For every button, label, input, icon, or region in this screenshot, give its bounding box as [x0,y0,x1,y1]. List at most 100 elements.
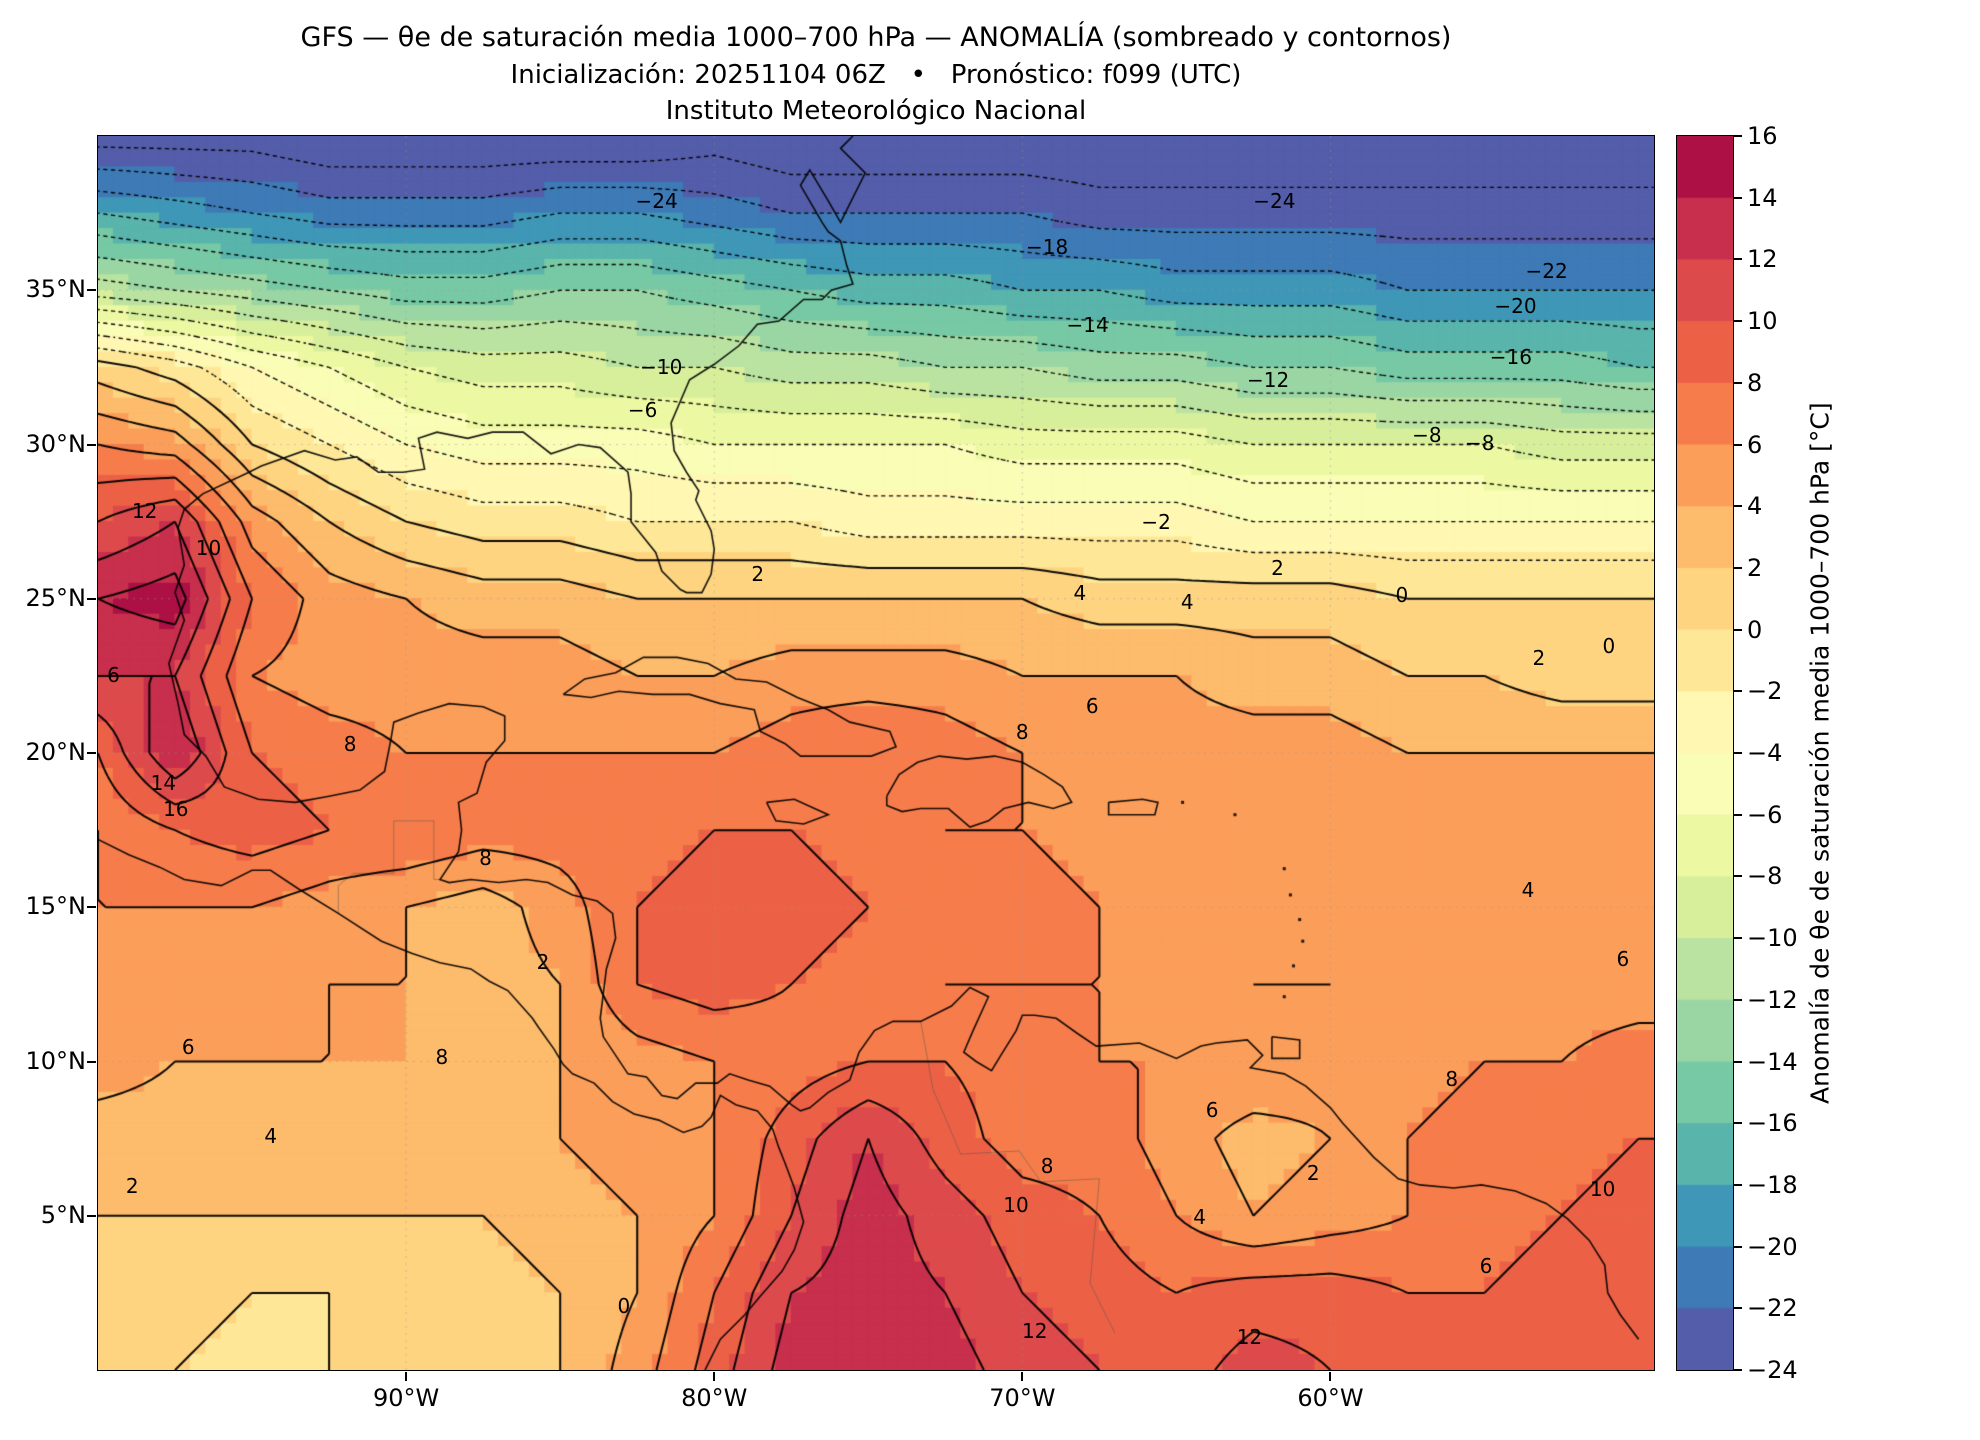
contour-label: 0 [1602,633,1616,658]
colorbar-tick-mark [1733,875,1742,878]
y-tick-mark [87,906,96,909]
contour-label: 6 [181,1034,195,1059]
colorbar-tick-mark [1733,196,1742,199]
y-tick-mark [87,1214,96,1217]
contour-label: 14 [150,770,177,795]
contour-label: −18 [1026,235,1069,260]
y-tick-mark [87,597,96,600]
contour-label: 8 [435,1044,449,1069]
contour-label: 4 [1521,877,1535,902]
contour-label: −12 [1247,368,1290,393]
x-tick-label: 60°W [1297,1384,1364,1412]
contour-label: 2 [1532,645,1546,670]
contour-label: 6 [107,663,120,688]
colorbar-tick-mark [1733,813,1742,816]
colorbar-tick-mark [1733,443,1742,446]
colorbar-tick-label: −24 [1747,1356,1798,1384]
colorbar-tick-label: 6 [1747,430,1763,459]
colorbar-tick-mark [1733,998,1742,1001]
contour-label: −14 [1066,312,1109,337]
contour-label: 4 [1193,1204,1207,1229]
contour-label: 12 [1236,1324,1263,1349]
map-canvas [98,136,1654,1370]
colorbar-tick-label: −18 [1747,1170,1798,1199]
x-tick-label: 70°W [989,1384,1056,1412]
contour-label: 2 [1306,1160,1320,1185]
colorbar-tick-mark [1733,320,1742,323]
colorbar-tick-label: 0 [1747,615,1763,644]
x-tick-mark [713,1372,716,1381]
colorbar-tick-label: 14 [1747,183,1778,212]
colorbar-tick-mark [1733,381,1742,384]
colorbar-tick-mark [1733,752,1742,754]
contour-label: 12 [1021,1318,1048,1343]
colorbar-tick-mark [1733,937,1742,940]
contour-label: −8 [1464,431,1495,456]
x-tick-mark [1021,1372,1024,1381]
contour-label: 8 [1040,1154,1054,1179]
contour-label: 8 [1445,1066,1459,1091]
colorbar-tick-label: 4 [1747,492,1763,521]
contour-label: 10 [1589,1176,1616,1201]
colorbar-tick-mark [1733,628,1742,631]
y-tick-label: 30°N [25,429,87,458]
contour-label: 2 [125,1174,139,1199]
contour-label: −22 [1525,258,1568,283]
colorbar [1676,135,1734,1371]
contour-label: −10 [640,354,683,379]
contour-label: 4 [264,1123,278,1148]
colorbar-tick-mark [1733,1122,1742,1125]
colorbar-tick-mark [1733,258,1742,261]
x-tick-label: 80°W [681,1384,748,1412]
contour-label: 8 [343,732,357,757]
y-tick-label: 15°N [25,892,87,921]
contour-label: 6 [1479,1254,1493,1279]
colorbar-tick-label: −22 [1747,1294,1798,1323]
x-tick-mark [405,1372,408,1381]
contour-label: 4 [1073,580,1087,605]
chart-subtitle-init-forecast: Inicialización: 20251104 06Z • Pronóstic… [510,60,1242,90]
contour-label: 2 [536,949,550,974]
contour-label: 6 [1616,947,1630,972]
contour-label: 6 [1085,694,1099,719]
colorbar-tick-label: −16 [1747,1109,1798,1138]
colorbar-tick-label: −4 [1747,739,1783,767]
colorbar-tick-mark [1733,690,1742,693]
x-tick-label: 90°W [372,1384,440,1412]
colorbar-canvas [1677,136,1733,1370]
y-tick-mark [87,752,96,754]
contour-label: 4 [1180,590,1194,615]
contour-label: 0 [1395,583,1409,608]
y-tick-label: 25°N [25,583,87,612]
colorbar-tick-mark [1733,135,1742,137]
contour-label: −24 [1253,189,1296,214]
x-tick-mark [1329,1372,1332,1381]
contour-label: −8 [1412,422,1442,447]
contour-label: −6 [627,397,658,422]
colorbar-tick-mark [1733,1307,1742,1310]
contour-label: −16 [1489,344,1532,369]
contour-label: 2 [751,562,765,587]
contour-labels-layer: −24 −24 −18 −22 −20 −14 −16 −10 −12 −6 −8 −8 −2 2 2 4 4 0… [98,136,1654,1370]
colorbar-tick-label: −14 [1747,1047,1798,1076]
colorbar-tick-mark [1733,1369,1742,1371]
y-tick-mark [87,289,96,292]
colorbar-tick-mark [1733,566,1742,569]
contour-label: 8 [1015,720,1029,745]
y-tick-label: 10°N [25,1046,87,1075]
contour-label: 10 [195,536,222,561]
colorbar-tick-label: −10 [1747,924,1798,953]
colorbar-tick-mark [1733,1060,1742,1063]
colorbar-tick-label: 12 [1747,245,1778,274]
y-tick-label: 20°N [25,738,87,766]
y-tick-mark [87,443,96,446]
contour-label: 0 [617,1293,631,1318]
colorbar-tick-label: −2 [1747,677,1783,706]
colorbar-tick-label: 8 [1747,368,1763,397]
contour-label: −2 [1141,510,1171,535]
chart-title: GFS — θe de saturación media 1000–700 hP… [300,22,1452,53]
contour-label: −20 [1494,294,1537,319]
contour-label: 8 [479,845,492,870]
colorbar-tick-label: −8 [1747,862,1783,891]
